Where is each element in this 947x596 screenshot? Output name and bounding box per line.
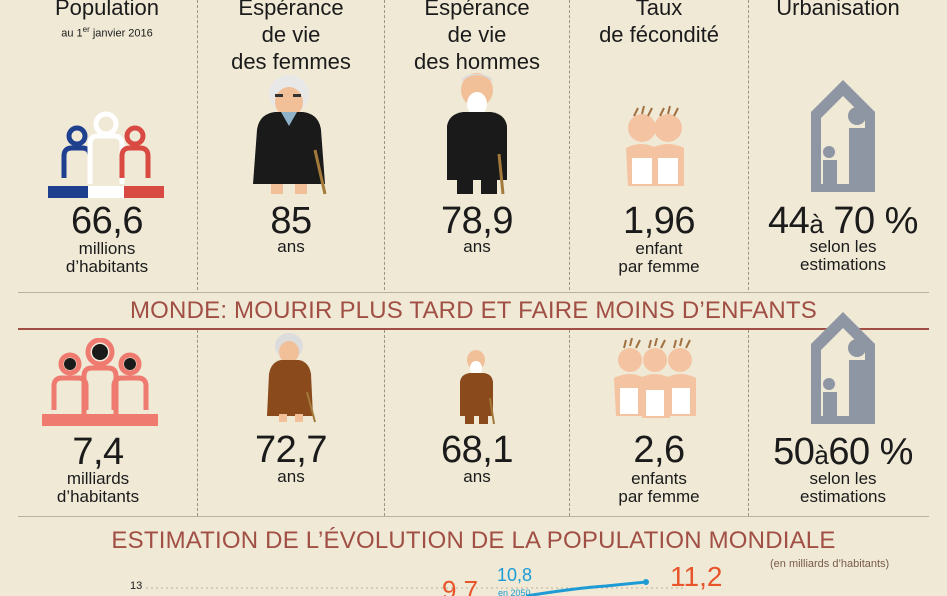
- world-urbanisation-unit-2: estimations: [800, 487, 886, 506]
- fertility-title-2: de fécondité: [599, 22, 719, 47]
- life-women-title-3: des femmes: [231, 49, 351, 74]
- france-urbanisation-unit-1: selon les: [809, 237, 877, 256]
- divider: [197, 0, 198, 290]
- life-women-title-2: de vie: [261, 22, 321, 47]
- divider: [384, 0, 385, 290]
- divider: [197, 330, 198, 516]
- france-fertility-unit-1: enfant: [635, 239, 683, 258]
- fertility-title-1: Taux: [635, 0, 683, 20]
- estimate-point: [643, 579, 649, 585]
- elderly-woman-icon: [253, 75, 327, 195]
- divider: [569, 330, 570, 516]
- france-fertility-unit-2: par femme: [618, 257, 700, 276]
- life-men-title-2: de vie: [447, 22, 507, 47]
- estimate-note: (en milliards d’habitants): [770, 558, 890, 570]
- world-urbanisation-value: 50à60 %: [773, 431, 913, 473]
- world-fertility-value: 2,6: [633, 429, 685, 471]
- france-urbanisation-unit-2: estimations: [800, 255, 886, 274]
- estimate-y-tick: 13: [130, 580, 143, 592]
- estimate-chart: [146, 579, 686, 596]
- france-life-men-unit: ans: [463, 237, 491, 256]
- divider: [748, 0, 749, 290]
- life-men-header: Espérance de vie des hommes: [384, 0, 570, 75]
- life-men-title-1: Espérance: [424, 0, 530, 20]
- urban-house-icon: [811, 312, 875, 424]
- world-life-women-unit: ans: [277, 467, 305, 486]
- france-life-men-value: 78,9: [441, 200, 513, 242]
- twin-babies-icon: [626, 105, 684, 186]
- divider: [569, 0, 570, 290]
- world-band-title: MONDE: MOURIR PLUS TARD ET FAIRE MOINS D…: [129, 297, 817, 324]
- estimate-label-left: 9,7: [442, 575, 479, 596]
- estimate-line: [525, 580, 647, 596]
- section-divider: [18, 516, 929, 517]
- population-title: Population: [55, 0, 159, 20]
- world-urbanisation-unit-1: selon les: [809, 469, 877, 488]
- world-life-women-value: 72,7: [255, 429, 327, 471]
- world-population-unit-1: milliards: [66, 469, 130, 488]
- triplet-babies-icon: [614, 338, 696, 418]
- divider: [748, 330, 749, 516]
- urbanisation-header: Urbanisation: [748, 0, 928, 21]
- france-urbanisation-value: 44à 70 %: [768, 200, 918, 242]
- section-divider: [18, 292, 929, 293]
- life-women-header: Espérance de vie des femmes: [198, 0, 384, 75]
- world-population-unit-2: d’habitants: [56, 487, 140, 506]
- elderly-man-icon: [447, 73, 507, 195]
- population-header: Population au 1er janvier 2016: [18, 0, 196, 41]
- estimate-label-mid: 10,8: [497, 565, 533, 585]
- world-life-men-unit: ans: [463, 467, 491, 486]
- life-men-title-3: des hommes: [414, 49, 540, 74]
- estimate-label-mid-sub: en 2050: [498, 588, 531, 596]
- france-population-unit-1: millions: [78, 239, 136, 258]
- fertility-header: Taux de fécondité: [570, 0, 748, 48]
- world-fertility-unit-1: enfants: [631, 469, 687, 488]
- people-tricolor-icon: [48, 111, 164, 198]
- population-date: au 1er janvier 2016: [61, 25, 153, 40]
- people-globe-icon: [42, 338, 158, 426]
- estimate-title: ESTIMATION DE L’ÉVOLUTION DE LA POPULATI…: [111, 527, 836, 554]
- france-population-unit-2: d’habitants: [65, 257, 149, 276]
- life-women-title-1: Espérance: [238, 0, 344, 20]
- world-life-men-value: 68,1: [441, 429, 513, 471]
- france-life-women-value: 85: [270, 200, 312, 242]
- estimate-label-right: 11,2: [670, 561, 723, 592]
- world-fertility-unit-2: par femme: [618, 487, 700, 506]
- divider: [384, 330, 385, 516]
- elderly-man-icon: [460, 350, 495, 425]
- france-fertility-value: 1,96: [623, 200, 695, 242]
- urbanisation-title: Urbanisation: [776, 0, 900, 20]
- urban-house-icon: [811, 80, 875, 192]
- world-band-rule: [18, 328, 929, 330]
- world-population-value: 7,4: [72, 431, 124, 473]
- france-life-women-unit: ans: [277, 237, 305, 256]
- france-population-value: 66,6: [71, 200, 143, 242]
- elderly-woman-icon: [267, 333, 316, 423]
